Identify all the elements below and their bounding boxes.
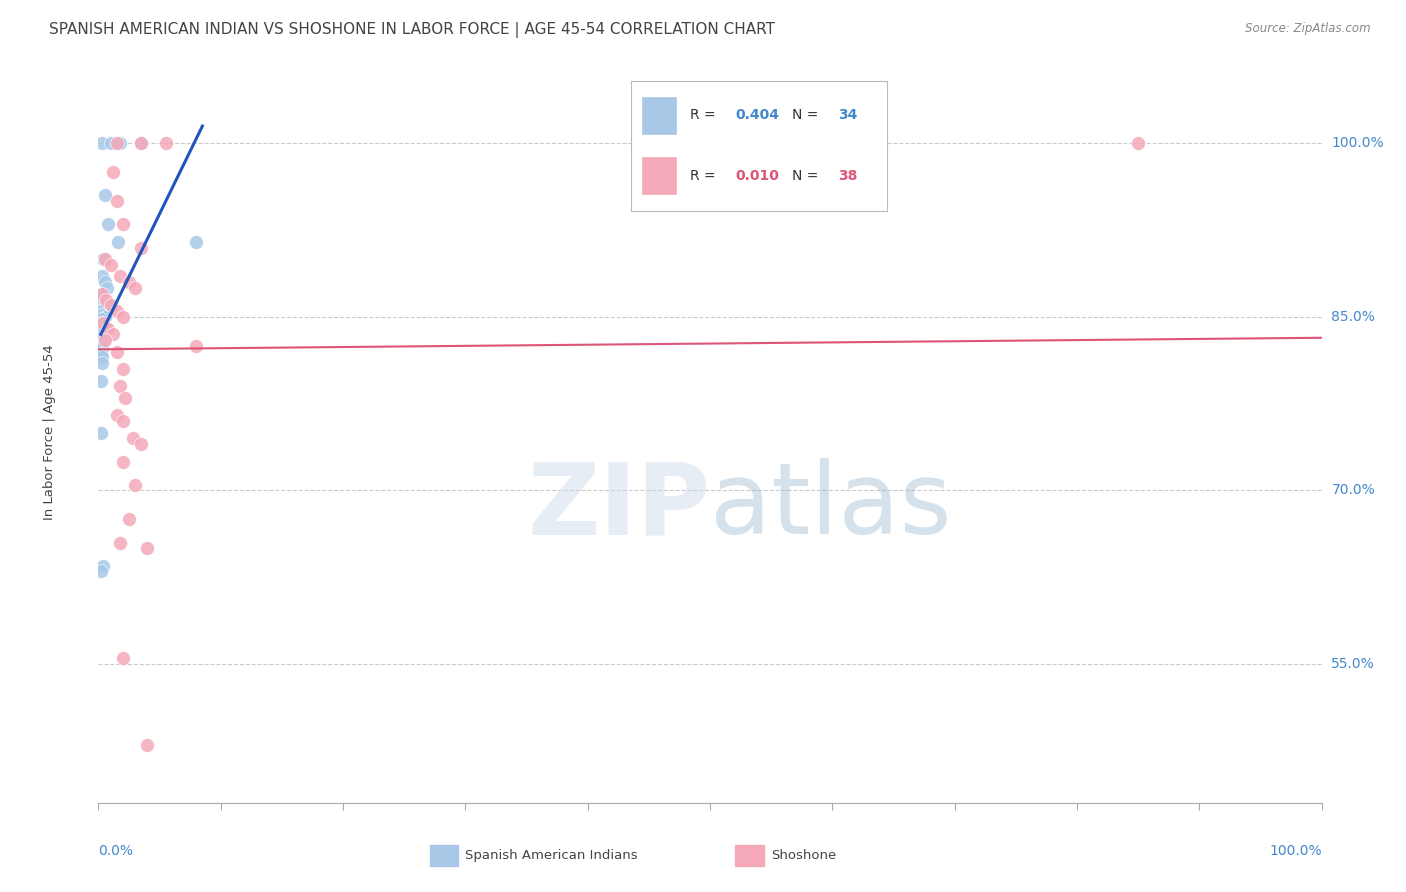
Point — [90, 312, 112, 326]
Text: SPANISH AMERICAN INDIAN VS SHOSHONE IN LABOR FORCE | AGE 45-54 CORRELATION CHART: SPANISH AMERICAN INDIAN VS SHOSHONE IN L… — [49, 22, 775, 38]
Point — [91, 351, 114, 365]
Point — [91, 324, 114, 338]
Point — [111, 414, 134, 428]
Text: Shoshone: Shoshone — [772, 849, 837, 862]
Point — [90, 321, 112, 335]
Point — [111, 362, 134, 376]
Point — [93, 252, 115, 266]
Point — [114, 391, 136, 405]
Point — [97, 321, 120, 335]
Point — [111, 651, 134, 665]
Point — [97, 218, 120, 232]
Point — [93, 275, 115, 289]
Point — [101, 327, 124, 342]
Text: 100.0%: 100.0% — [1331, 136, 1384, 151]
Point — [136, 541, 159, 556]
Point — [129, 240, 152, 255]
Point — [121, 431, 143, 445]
Point — [93, 333, 115, 347]
Point — [90, 565, 112, 579]
Point — [107, 235, 129, 249]
Point — [101, 165, 124, 179]
Point — [91, 356, 114, 370]
Point — [186, 339, 208, 353]
Point — [186, 235, 208, 249]
Text: 55.0%: 55.0% — [1331, 657, 1375, 671]
Point — [111, 218, 134, 232]
Point — [90, 347, 112, 361]
Text: 100.0%: 100.0% — [1270, 844, 1322, 857]
Point — [93, 188, 115, 202]
Point — [118, 275, 141, 289]
Point — [110, 269, 132, 284]
Point — [110, 535, 132, 549]
Point — [124, 281, 146, 295]
Text: ZIP: ZIP — [527, 458, 710, 555]
Point — [94, 298, 117, 312]
Point — [90, 425, 112, 440]
Point — [111, 454, 134, 468]
Point — [91, 343, 114, 357]
Point — [124, 477, 146, 491]
Point — [110, 136, 132, 151]
Bar — [429, 844, 460, 867]
Point — [94, 293, 117, 307]
Point — [90, 339, 112, 353]
Point — [111, 310, 134, 324]
Point — [91, 136, 114, 151]
Point — [91, 316, 114, 330]
Point — [91, 293, 114, 307]
Point — [129, 136, 152, 151]
Point — [90, 304, 112, 318]
Point — [100, 258, 122, 272]
Point — [105, 304, 128, 318]
Point — [118, 512, 141, 526]
Point — [90, 286, 112, 301]
Point — [91, 316, 114, 330]
Point — [93, 319, 115, 334]
Point — [105, 136, 128, 151]
Point — [100, 298, 122, 312]
Point — [93, 310, 115, 324]
Point — [110, 379, 132, 393]
Point — [91, 558, 114, 573]
Text: atlas: atlas — [710, 458, 952, 555]
Text: 70.0%: 70.0% — [1331, 483, 1375, 498]
Point — [100, 136, 122, 151]
Point — [129, 136, 152, 151]
Point — [96, 281, 118, 295]
Point — [91, 252, 114, 266]
Point — [1128, 136, 1150, 151]
Point — [91, 333, 114, 347]
Bar — [734, 844, 765, 867]
Point — [91, 286, 114, 301]
Point — [105, 344, 128, 359]
Text: 85.0%: 85.0% — [1331, 310, 1375, 324]
Point — [105, 194, 128, 209]
Point — [90, 374, 112, 388]
Point — [91, 308, 114, 322]
Point — [90, 331, 112, 345]
Point — [155, 136, 177, 151]
Text: 0.0%: 0.0% — [98, 844, 134, 857]
Text: In Labor Force | Age 45-54: In Labor Force | Age 45-54 — [44, 344, 56, 521]
Point — [129, 437, 152, 451]
Point — [105, 409, 128, 423]
Point — [91, 269, 114, 284]
Text: Source: ZipAtlas.com: Source: ZipAtlas.com — [1246, 22, 1371, 36]
Text: Spanish American Indians: Spanish American Indians — [465, 849, 638, 862]
Point — [136, 738, 159, 752]
